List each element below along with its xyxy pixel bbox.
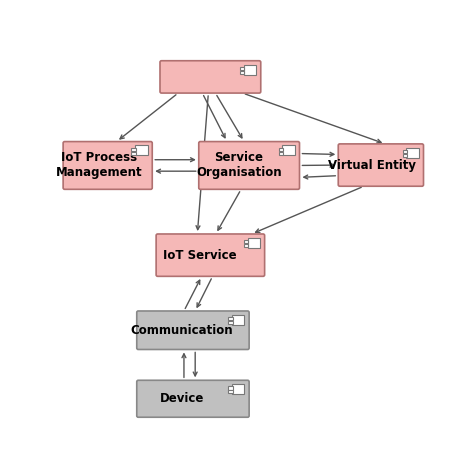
Bar (240, 71, 245, 74)
Bar (228, 317, 233, 320)
Bar (402, 154, 407, 157)
FancyBboxPatch shape (338, 144, 423, 186)
Text: IoT Service: IoT Service (163, 249, 237, 262)
Text: Device: Device (160, 392, 204, 405)
Bar (244, 240, 248, 243)
Bar (135, 146, 147, 155)
Bar (228, 386, 233, 390)
FancyBboxPatch shape (160, 61, 261, 93)
Bar (283, 146, 295, 155)
Text: IoT Process
Management: IoT Process Management (55, 152, 142, 180)
FancyBboxPatch shape (137, 380, 249, 417)
Bar (406, 148, 419, 158)
Bar (228, 390, 233, 393)
Bar (131, 152, 136, 155)
Bar (232, 315, 245, 325)
Bar (402, 150, 407, 153)
Bar (240, 67, 245, 70)
Text: Virtual Entity: Virtual Entity (328, 159, 416, 172)
Bar (244, 244, 248, 247)
FancyBboxPatch shape (156, 234, 264, 276)
FancyBboxPatch shape (199, 142, 300, 189)
Bar (232, 384, 245, 394)
Bar (244, 64, 256, 74)
Bar (279, 148, 283, 151)
Bar (131, 148, 136, 151)
Bar (247, 238, 260, 248)
Text: Service
Organisation: Service Organisation (196, 152, 282, 180)
FancyBboxPatch shape (63, 142, 152, 189)
Bar (228, 321, 233, 324)
Text: Communication: Communication (130, 324, 233, 337)
Bar (279, 152, 283, 155)
FancyBboxPatch shape (137, 311, 249, 349)
